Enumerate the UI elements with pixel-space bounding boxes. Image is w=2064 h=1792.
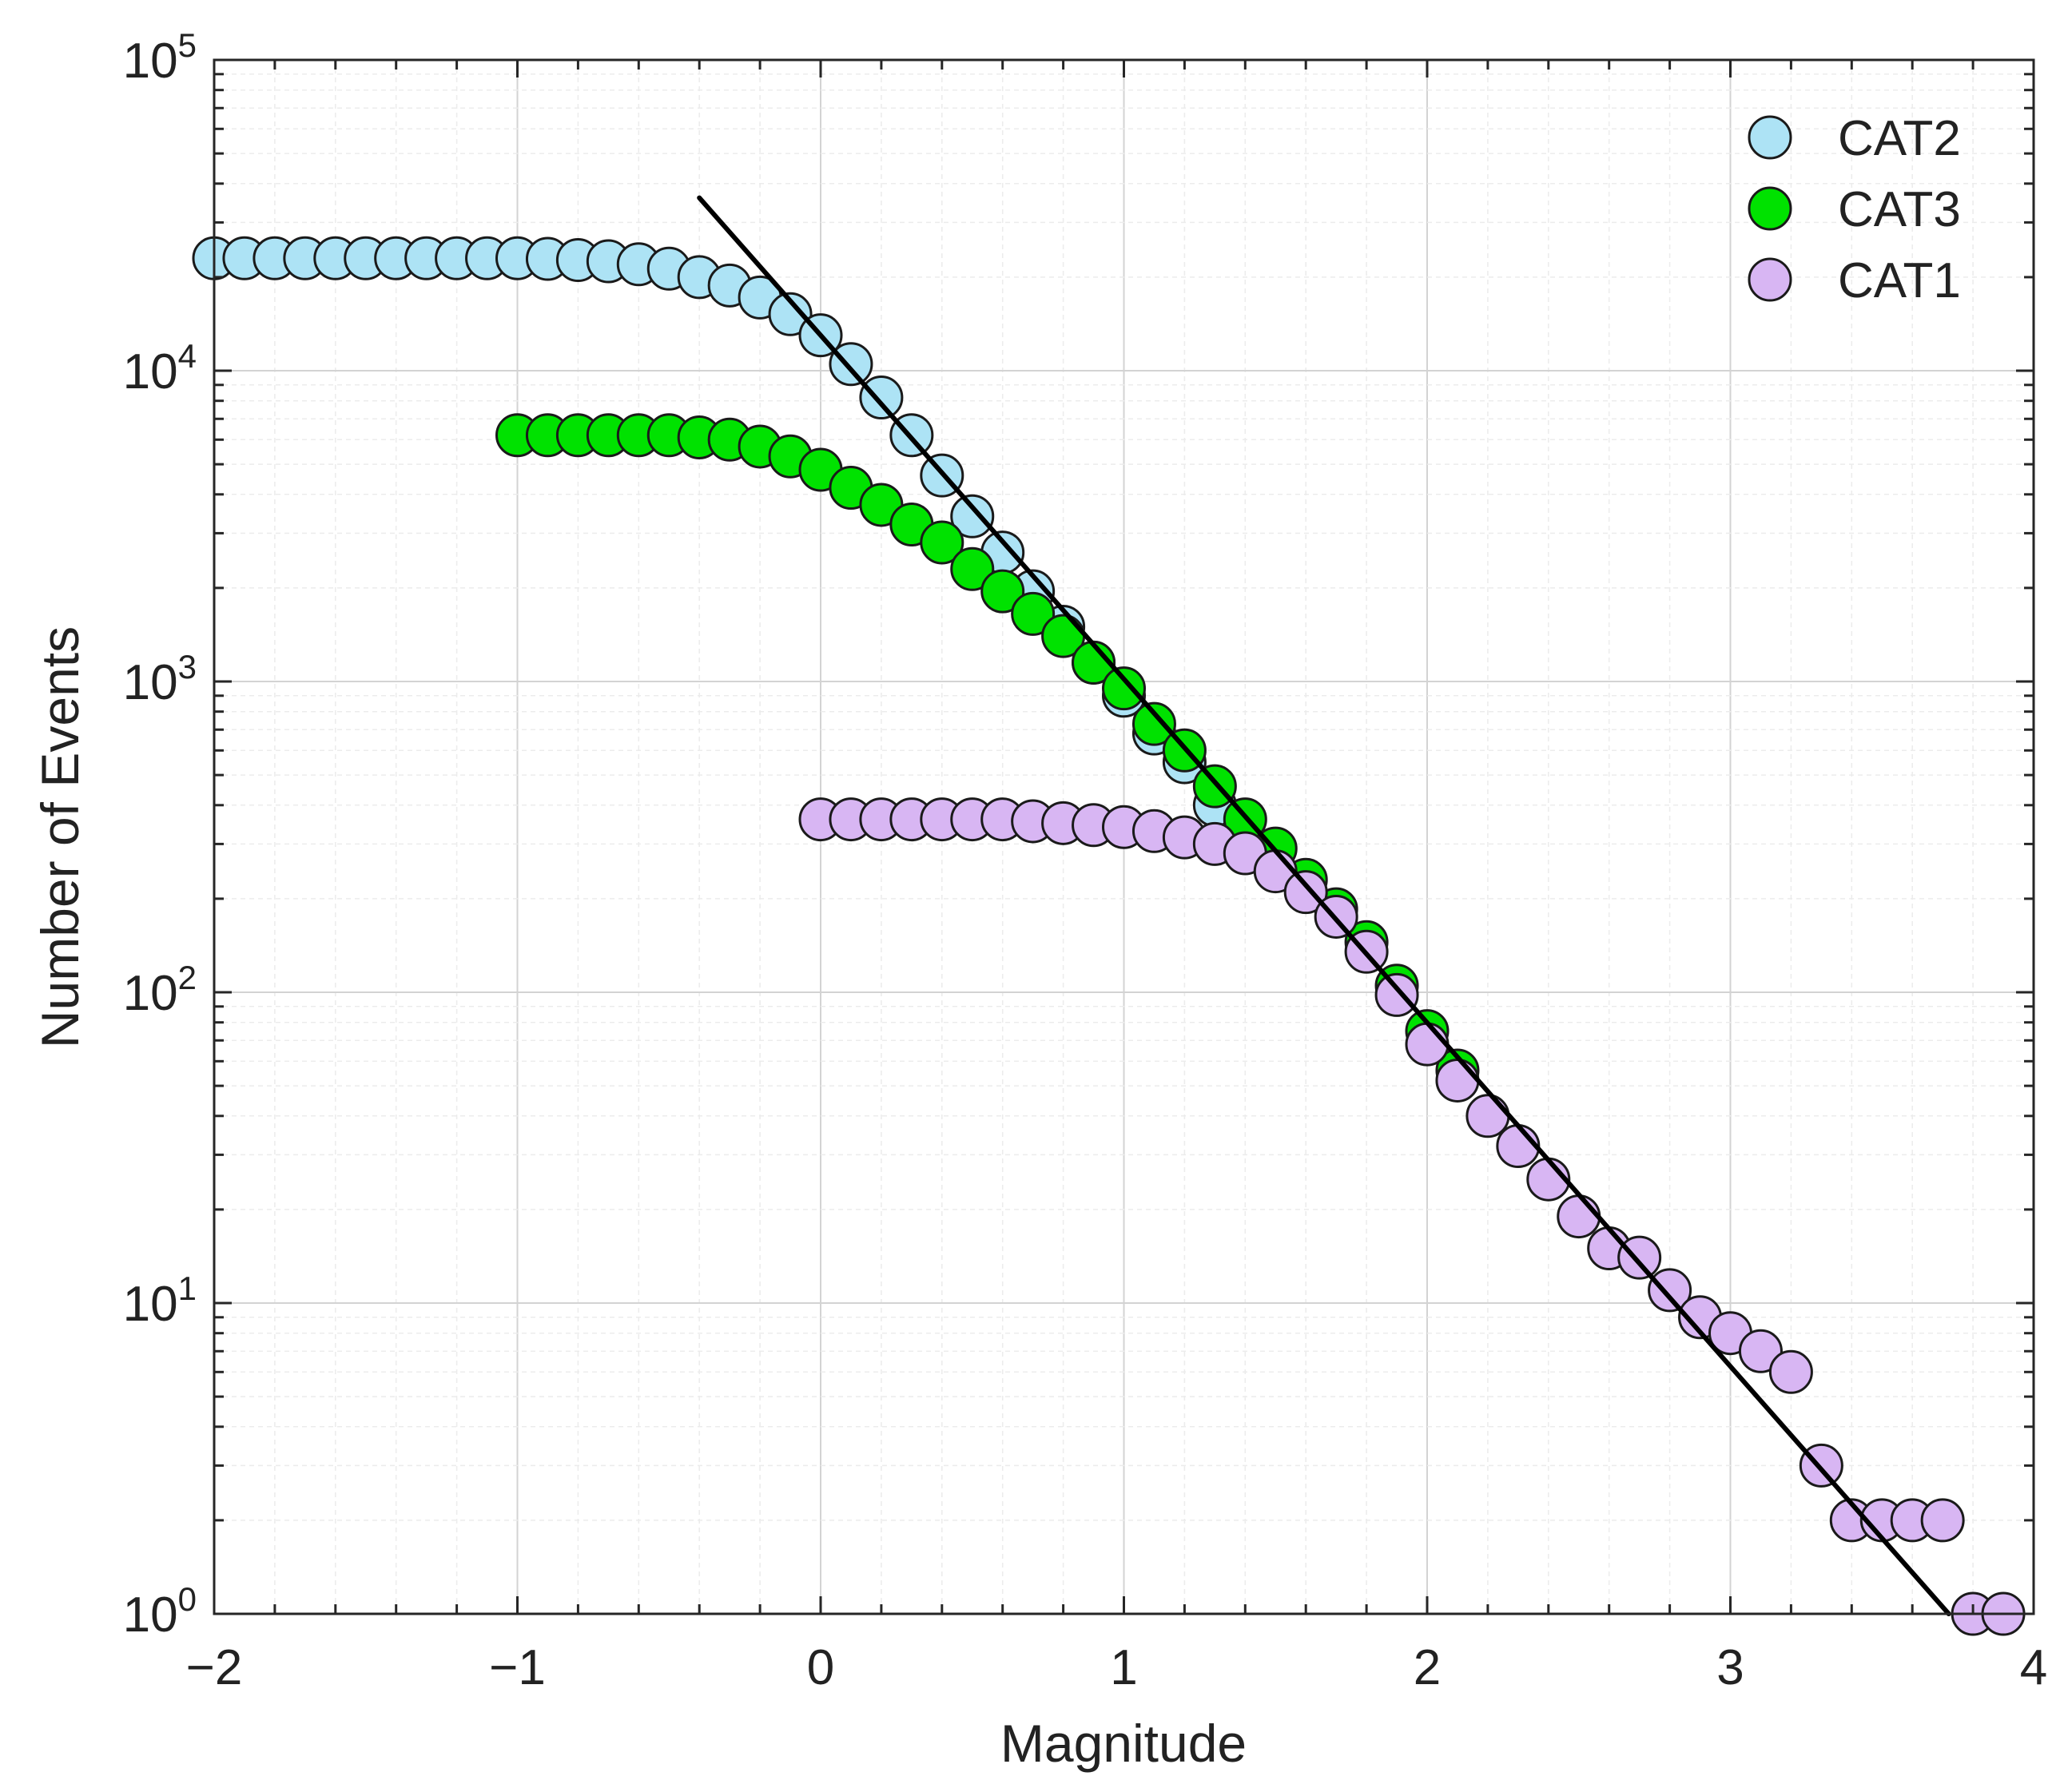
x-axis-label: Magnitude [1000,1714,1247,1773]
legend-marker-cat3 [1748,186,1792,231]
y-tick-exponent: 5 [178,26,197,64]
x-tick-label: −1 [489,1640,546,1695]
y-tick-exponent: 0 [178,1580,197,1618]
y-tick-exponent: 1 [178,1269,197,1307]
axis-ticks [213,58,2035,1615]
cat3-point [980,569,1025,614]
legend-marker-cat2 [1748,115,1792,160]
x-tick-label: 3 [1716,1640,1744,1695]
cat1-point [1374,972,1419,1017]
x-tick-label: 2 [1414,1640,1441,1695]
y-tick-base: 10 [123,34,178,89]
cat3-point [950,546,995,591]
cat1-point [1283,870,1328,915]
cat1-point [1920,1498,1965,1543]
cat3-point [920,520,964,565]
series-cat1 [798,797,2026,1636]
y-tick-exponent: 4 [178,337,197,375]
y-tick-label: 103 [123,648,197,710]
fit-line-group [697,195,1951,1616]
legend-marker-cat1 [1748,257,1792,302]
cat3-point [1131,701,1176,746]
cat3-point [1102,666,1146,711]
x-tick-label: 1 [1110,1640,1137,1695]
legend-label-cat3: CAT3 [1838,182,1961,237]
y-tick-label: 102 [123,959,197,1021]
cat1-point [1768,1349,1813,1394]
cat1-point [1648,1268,1692,1313]
legend: CAT2 CAT3 CAT1 [1748,111,1961,308]
legend-label-cat1: CAT1 [1838,253,1961,308]
cat2-point [859,375,904,420]
cat1-point [1435,1058,1480,1103]
y-tick-exponent: 3 [178,648,197,685]
x-tick-labels: −2 −1 0 1 2 3 4 [186,1640,2048,1695]
y-tick-base: 10 [123,966,178,1021]
y-tick-label: 104 [123,337,197,399]
fit-line [697,195,1951,1616]
y-tick-base: 10 [123,1587,178,1643]
x-tick-label: −2 [186,1640,243,1695]
cat2-point [950,494,995,538]
x-tick-label: 0 [807,1640,834,1695]
x-tick-label: 4 [2020,1640,2047,1695]
y-tick-label: 100 [123,1580,197,1643]
y-axis-label: Number of Events [30,626,89,1048]
y-tick-label: 105 [123,26,197,89]
cat1-point [1557,1194,1601,1239]
y-tick-base: 10 [123,344,178,399]
y-tick-base: 10 [123,655,178,710]
cat3-point [1011,591,1056,636]
cat1-point [1496,1123,1541,1168]
y-tick-base: 10 [123,1277,178,1332]
cat1-point [1465,1094,1510,1138]
y-tick-label: 101 [123,1269,197,1332]
cat2-point [829,342,873,387]
cat1-point [1738,1329,1783,1373]
y-tick-exponent: 2 [178,959,197,996]
cat2-point [768,292,813,336]
legend-label-cat2: CAT2 [1838,111,1961,166]
cat1-point [1617,1235,1662,1280]
cat1-point [1405,1022,1450,1067]
data-points [192,195,2026,1636]
